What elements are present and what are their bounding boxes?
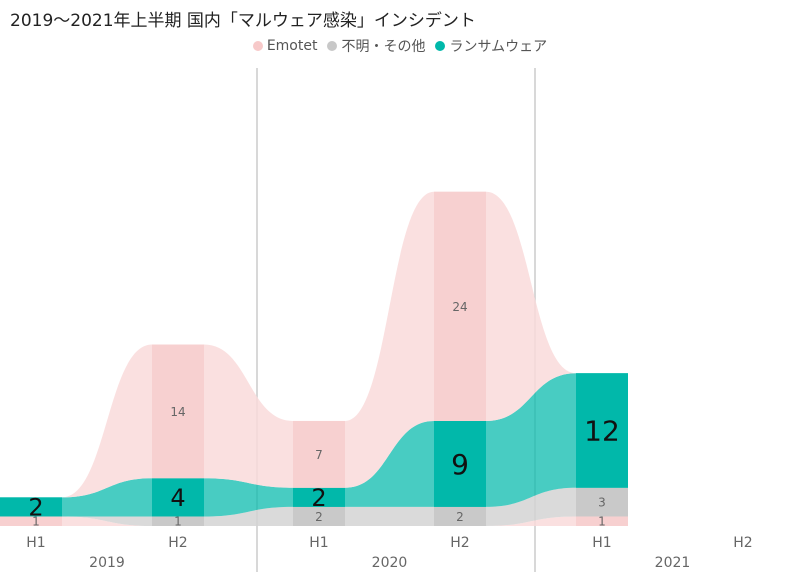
data-label: 12: [584, 415, 620, 448]
x-tick-label: H1: [592, 535, 611, 551]
legend: Emotet 不明・その他 ランサムウェア: [0, 36, 800, 56]
legend-dot-emotet: [252, 41, 263, 51]
data-label: 1: [174, 515, 182, 529]
ribbon-0: [0, 516, 628, 527]
x-tick-label: H1: [26, 535, 45, 551]
bar-segment: [576, 516, 628, 526]
legend-label-other: 不明・その他: [341, 39, 426, 55]
data-label: 4: [170, 484, 185, 512]
bar-segment: [0, 497, 62, 517]
bar-segment: [293, 487, 345, 507]
legend-item-emotet[interactable]: Emotet: [252, 36, 318, 56]
data-label: 9: [451, 448, 469, 481]
bar-segment: [152, 478, 204, 517]
x-year-label: 2019: [89, 555, 125, 571]
bar-segment: [293, 420, 345, 488]
data-label: 2: [311, 484, 326, 512]
legend-dot-ransomware: [435, 41, 446, 51]
data-label: 14: [170, 405, 185, 419]
data-label: 2: [315, 510, 323, 524]
data-label: 24: [452, 300, 467, 314]
x-tick-label: H1: [309, 535, 328, 551]
bar-segment: [152, 516, 204, 526]
legend-item-ransomware[interactable]: ランサムウェア: [435, 36, 547, 56]
x-year-label: 2020: [372, 555, 408, 571]
bar-segment: [152, 344, 204, 479]
bar-segment: [293, 506, 345, 526]
bar-segment: [434, 506, 486, 526]
x-tick-label: H2: [733, 535, 752, 551]
data-label: 3: [598, 496, 606, 510]
data-label: 1: [598, 515, 606, 529]
chart-title: 2019～2021年上半期 国内「マルウェア感染」インシデント: [10, 11, 476, 31]
legend-dot-other: [327, 41, 338, 51]
legend-item-other[interactable]: 不明・その他: [327, 36, 425, 56]
data-label: 7: [315, 448, 323, 462]
x-tick-label: H2: [168, 535, 187, 551]
bar-segment: [434, 191, 486, 421]
bar-segment: [576, 487, 628, 517]
bar-segment: [576, 373, 628, 488]
legend-label-emotet: Emotet: [266, 38, 318, 54]
bar-segment: [0, 516, 62, 526]
x-year-label: 2021: [655, 555, 691, 571]
data-label: 2: [28, 494, 43, 522]
bar-segment: [434, 420, 486, 507]
data-label: 2: [456, 510, 464, 524]
legend-label-ransomware: ランサムウェア: [449, 39, 548, 55]
x-tick-label: H2: [450, 535, 469, 551]
data-label: 1: [32, 515, 40, 529]
